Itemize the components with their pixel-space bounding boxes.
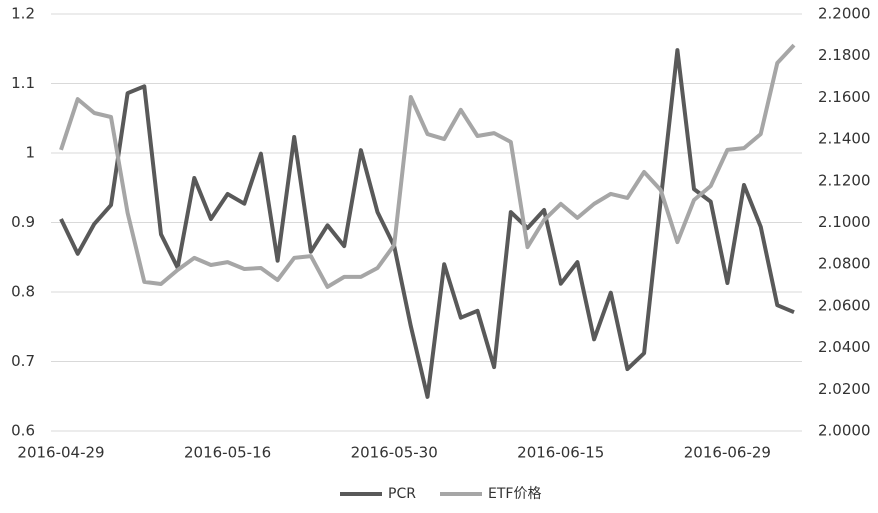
y-tick-label: 1.1 — [11, 74, 35, 92]
x-tick-label: 2016-06-15 — [517, 444, 604, 462]
legend-label: ETF价格 — [488, 486, 541, 502]
y-tick-label: 0.8 — [11, 283, 35, 301]
x-tick-label: 2016-06-29 — [684, 444, 771, 462]
y-tick-label: 0.6 — [11, 422, 35, 440]
y2-tick-label: 2.0600 — [818, 296, 871, 314]
y2-tick-label: 2.0000 — [818, 422, 871, 440]
series-line — [59, 48, 795, 399]
x-tick-label: 2016-05-16 — [184, 444, 271, 462]
y2-tick-label: 2.1800 — [818, 46, 871, 64]
y-tick-label: 1 — [25, 144, 35, 162]
y2-tick-label: 2.1200 — [818, 171, 871, 189]
y-tick-label: 0.7 — [11, 352, 35, 370]
y-tick-label: 1.2 — [11, 5, 35, 23]
y2-tick-label: 2.0800 — [818, 255, 871, 273]
y2-tick-label: 2.0200 — [818, 380, 871, 398]
y-tick-label: 0.9 — [11, 213, 35, 231]
series-line — [59, 43, 796, 289]
legend-label: PCR — [388, 486, 416, 502]
y2-tick-label: 2.1000 — [818, 213, 871, 231]
y2-tick-label: 2.2000 — [818, 5, 871, 23]
y2-tick-label: 2.1400 — [818, 130, 871, 148]
x-tick-label: 2016-04-29 — [17, 444, 104, 462]
x-tick-label: 2016-05-30 — [351, 444, 438, 462]
y2-tick-label: 2.0400 — [818, 338, 871, 356]
y2-tick-label: 2.1600 — [818, 88, 871, 106]
